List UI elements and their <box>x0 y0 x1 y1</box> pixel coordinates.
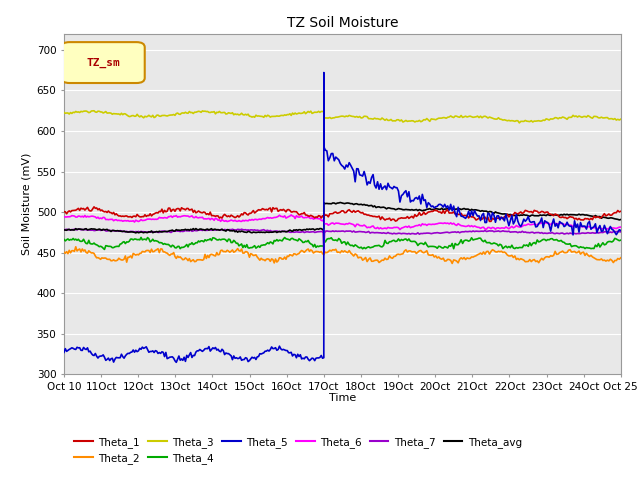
Y-axis label: Soil Moisture (mV): Soil Moisture (mV) <box>21 153 31 255</box>
Text: TZ_sm: TZ_sm <box>86 58 120 68</box>
Title: TZ Soil Moisture: TZ Soil Moisture <box>287 16 398 30</box>
X-axis label: Time: Time <box>329 394 356 403</box>
Legend: Theta_1, Theta_2, Theta_3, Theta_4, Theta_5, Theta_6, Theta_7, Theta_avg: Theta_1, Theta_2, Theta_3, Theta_4, Thet… <box>70 432 526 468</box>
FancyBboxPatch shape <box>61 42 145 83</box>
